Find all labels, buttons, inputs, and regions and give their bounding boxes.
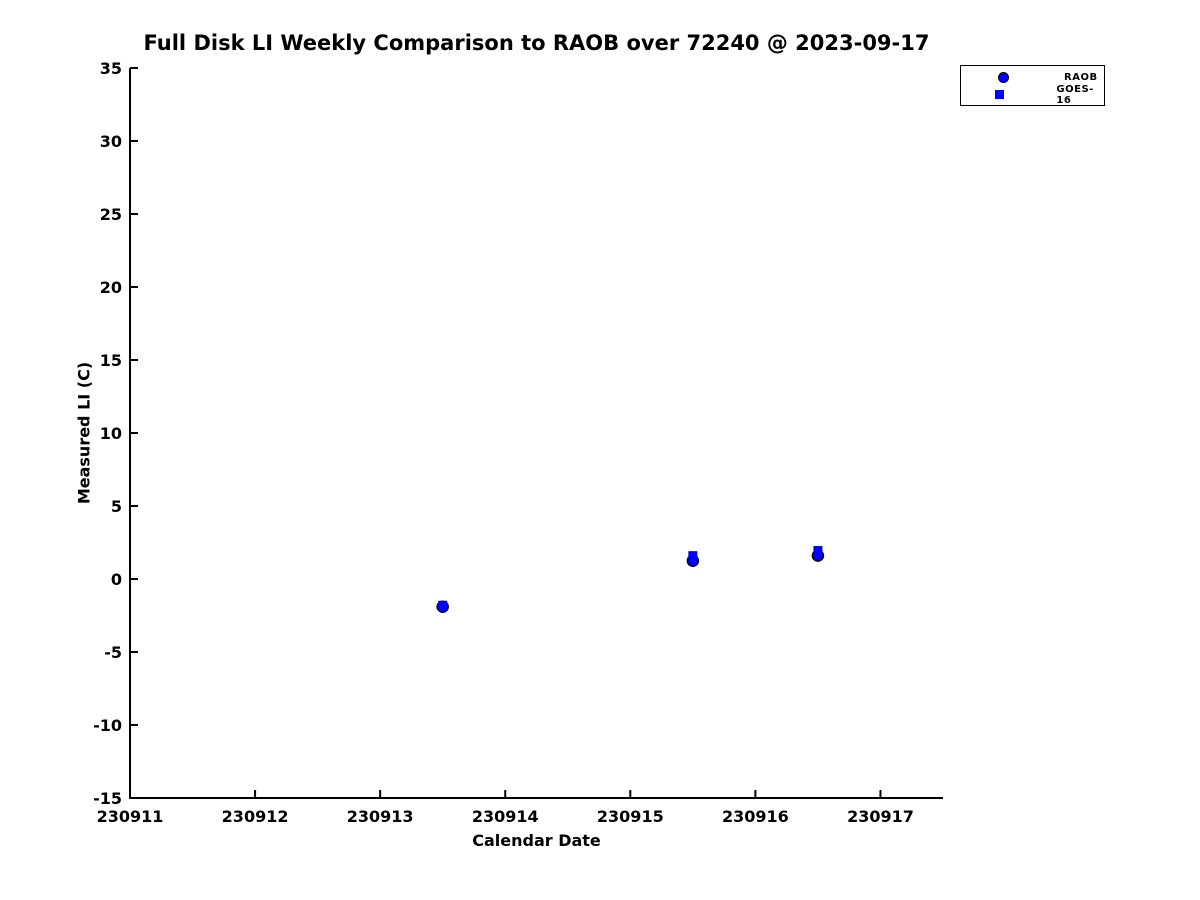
- legend-label-goes16: GOES-16: [1056, 83, 1094, 106]
- y-tick-label: 15: [100, 351, 122, 370]
- y-tick-label: 20: [100, 278, 122, 297]
- chart-title: Full Disk LI Weekly Comparison to RAOB o…: [143, 31, 930, 55]
- y-tick-label: -10: [93, 716, 122, 735]
- x-tick-label: 230915: [597, 807, 664, 826]
- data-point-goes-16: [438, 600, 448, 610]
- y-tick-label: 0: [111, 570, 122, 589]
- legend-item-goes16: GOES-16: [961, 83, 1104, 106]
- y-tick-label: 5: [111, 497, 122, 516]
- data-point-goes-16: [688, 551, 698, 561]
- y-tick-label: 30: [100, 132, 122, 151]
- x-tick-label: 230913: [347, 807, 414, 826]
- y-tick-label: 25: [100, 205, 122, 224]
- y-tick-label: 10: [100, 424, 122, 443]
- goes16-square-marker-icon: [994, 90, 1004, 99]
- legend-item-raob: RAOB: [961, 69, 1104, 86]
- raob-circle-marker-icon: [997, 72, 1009, 83]
- y-tick-label: -5: [104, 643, 122, 662]
- x-tick-label: 230916: [722, 807, 789, 826]
- legend-label-raob: RAOB: [1064, 72, 1098, 83]
- legend: RAOB GOES-16: [960, 65, 1105, 106]
- x-axis-label: Calendar Date: [472, 831, 601, 850]
- x-tick-label: 230914: [472, 807, 539, 826]
- y-tick-label: 35: [100, 59, 122, 78]
- x-tick-label: 230912: [222, 807, 289, 826]
- x-tick-label: 230911: [97, 807, 164, 826]
- x-tick-label: 230917: [847, 807, 914, 826]
- y-tick-label: -15: [93, 789, 122, 808]
- data-point-goes-16: [813, 546, 823, 556]
